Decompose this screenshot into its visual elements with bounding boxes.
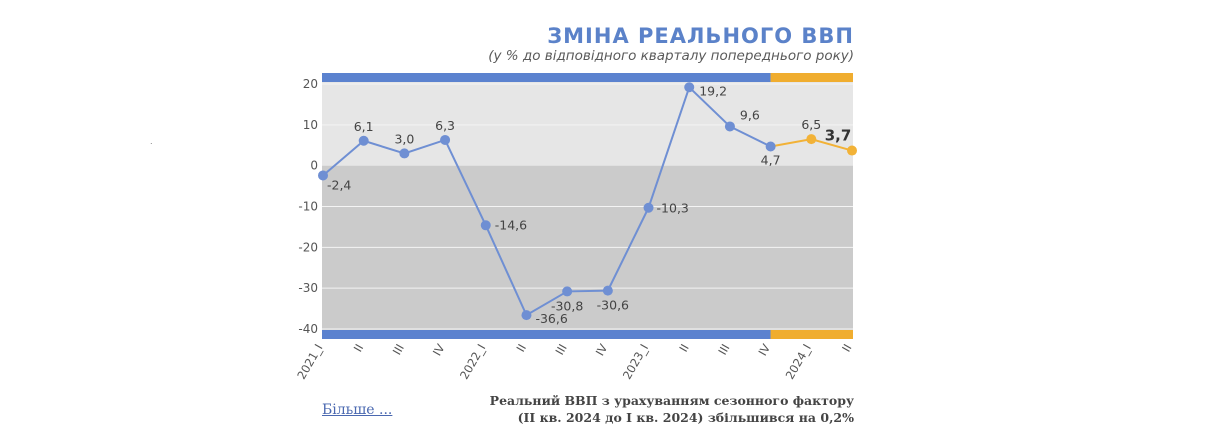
chart-title: ЗМІНА РЕАЛЬНОГО ВВП	[547, 24, 854, 48]
x-tick-label: II	[514, 342, 530, 355]
data-point	[684, 82, 695, 93]
data-point	[358, 135, 369, 146]
data-label: 3,0	[394, 131, 414, 146]
data-point	[765, 141, 776, 152]
data-point	[847, 145, 857, 156]
y-tick-label: -40	[298, 322, 318, 336]
data-point	[562, 286, 573, 297]
data-point	[602, 285, 613, 296]
data-point	[318, 170, 328, 181]
data-label: 9,6	[740, 107, 760, 122]
y-tick-label: 0	[310, 159, 318, 173]
x-tick-label: III	[553, 342, 570, 358]
data-label: 19,2	[699, 83, 727, 98]
data-label: -2,4	[327, 177, 351, 192]
data-point	[440, 134, 451, 145]
more-link[interactable]: Більше ...	[322, 402, 393, 418]
note-line-1: Реальний ВВП з урахуванням сезонного фак…	[489, 393, 854, 408]
x-tick-label: IV	[593, 341, 611, 358]
x-tick-label: 2024_I	[783, 342, 814, 382]
chart-subtitle: (у % до відповідного кварталу попередньо…	[488, 48, 854, 64]
data-point	[643, 202, 654, 213]
x-tick-label: III	[390, 342, 407, 358]
y-tick-label: 20	[303, 77, 318, 91]
x-tick-label: 2021_I	[294, 342, 325, 382]
data-point	[480, 220, 491, 231]
data-label: -10,3	[657, 201, 689, 216]
y-tick-label: -20	[298, 240, 318, 254]
series-line-actual	[322, 85, 772, 317]
stray-dot: .	[150, 137, 153, 146]
data-label: 4,7	[761, 152, 781, 167]
y-tick-label: -30	[298, 281, 318, 295]
x-tick-label: II	[351, 342, 367, 355]
data-label: -14,6	[495, 217, 527, 232]
x-tick-label: II	[676, 342, 692, 355]
note-line-2: (ІІ кв. 2024 до І кв. 2024) збільшився н…	[517, 410, 854, 425]
seasonal-adjustment-note: Реальний ВВП з урахуванням сезонного фак…	[490, 392, 854, 426]
data-point	[806, 134, 817, 145]
data-point	[724, 121, 735, 132]
x-tick-label: II	[839, 342, 855, 355]
y-tick-label: 10	[303, 118, 318, 132]
data-label: -30,6	[597, 298, 629, 313]
x-tick-label: III	[715, 342, 732, 358]
data-point	[399, 148, 410, 159]
x-tick-label: 2023_I	[620, 342, 651, 382]
bottom-band-actual	[322, 330, 771, 339]
y-tick-label: -10	[298, 200, 318, 214]
data-label: -36,6	[535, 311, 567, 326]
data-label: 3,7	[825, 127, 852, 145]
top-band-forecast	[770, 73, 853, 82]
data-point	[521, 310, 532, 321]
data-label: -30,8	[551, 298, 583, 313]
data-label: 6,5	[801, 117, 821, 132]
data-label: 6,1	[354, 119, 374, 134]
x-tick-label: 2022_I	[457, 342, 488, 382]
data-label: 6,3	[435, 118, 455, 133]
top-band-actual	[322, 73, 771, 82]
x-tick-label: IV	[755, 341, 773, 358]
bottom-band-forecast	[770, 330, 853, 339]
x-tick-label: IV	[430, 341, 448, 358]
positive-region	[322, 73, 853, 166]
negative-region	[322, 165, 853, 339]
